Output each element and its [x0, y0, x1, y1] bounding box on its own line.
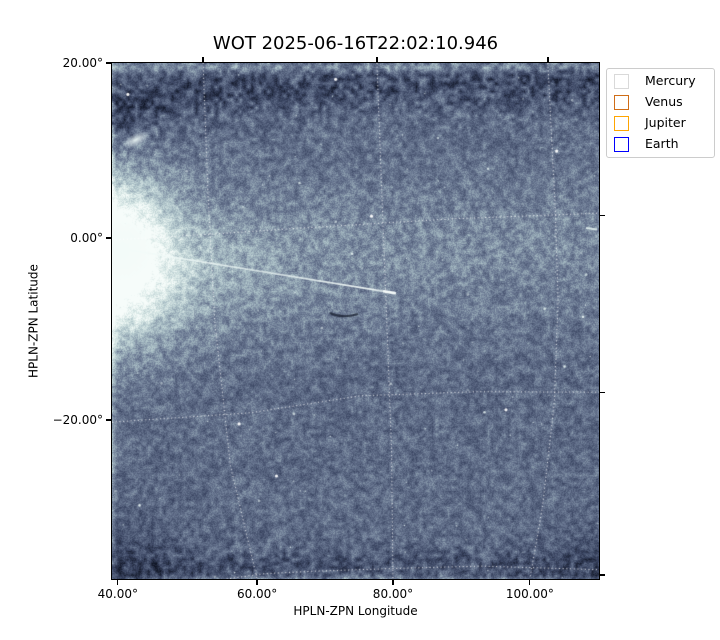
x-tick-label: 40.00° [97, 587, 139, 601]
legend-item-venus: Venus [614, 95, 707, 110]
x-tick-label: 60.00° [236, 587, 278, 601]
mercury-swatch-icon [614, 74, 629, 89]
x-tick-label: 80.00° [372, 587, 414, 601]
x-axis-tick [256, 579, 258, 585]
y-tick-label: −20.00° [52, 413, 103, 428]
legend-label-venus: Venus [645, 94, 683, 110]
earth-swatch-icon [614, 137, 629, 152]
sky-image [112, 63, 599, 579]
legend-item-mercury: Mercury [614, 74, 707, 89]
y-axis-tick [106, 419, 112, 421]
y-axis-tick [106, 62, 112, 64]
legend-label-mercury: Mercury [645, 73, 696, 89]
y-axis-label: HPLN-ZPN Latitude [26, 264, 41, 378]
x-tick-label: 100.00° [505, 587, 554, 601]
plot-title: WOT 2025-06-16T22:02:10.946 [212, 33, 499, 54]
y-tick-label: 0.00° [70, 230, 103, 245]
legend-item-earth: Earth [614, 137, 707, 152]
top-axis-tick [547, 57, 549, 63]
x-axis-label: HPLN-ZPN Longitude [293, 604, 418, 618]
right-axis-tick [599, 391, 605, 393]
legend-item-jupiter: Jupiter [614, 116, 707, 131]
legend: Mercury Venus Jupiter Earth [606, 68, 715, 158]
x-axis-tick [392, 579, 394, 585]
plot-area: 40.00° 60.00° 80.00° 100.00° 20.00° 0.00° −20.… [53, 56, 605, 601]
top-axis-tick [376, 57, 378, 63]
x-axis-tick [529, 579, 531, 585]
right-axis-tick [599, 574, 605, 576]
y-axis-tick [106, 237, 112, 239]
right-axis-tick [599, 214, 605, 216]
legend-label-earth: Earth [645, 136, 679, 152]
jupiter-swatch-icon [614, 116, 629, 131]
ticks-layer: 40.00° 60.00° 80.00° 100.00° 20.00° 0.00° −20.… [53, 56, 605, 601]
y-tick-label: 20.00° [62, 56, 103, 70]
top-axis-tick [202, 57, 204, 63]
venus-swatch-icon [614, 95, 629, 110]
x-axis-tick [117, 579, 119, 585]
legend-label-jupiter: Jupiter [645, 115, 686, 131]
